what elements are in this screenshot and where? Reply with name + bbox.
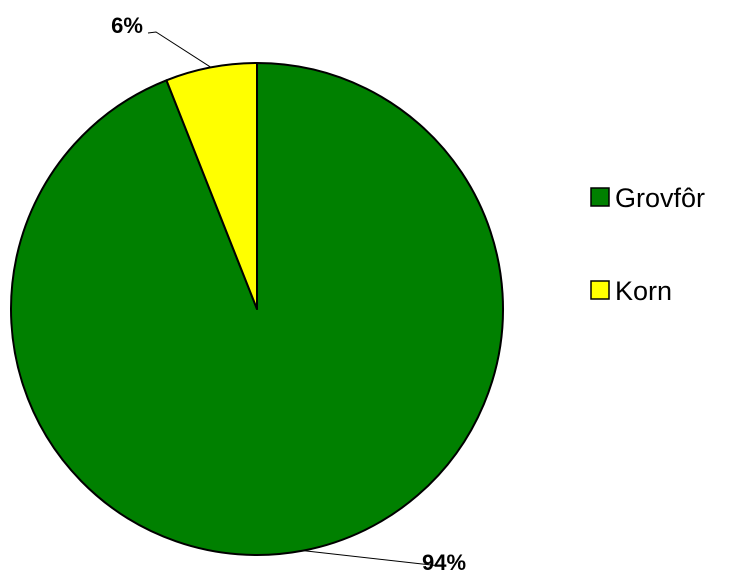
leader-lines	[147, 31, 441, 567]
legend-label: Grovfôr	[615, 183, 705, 213]
legend-label: Korn	[615, 276, 672, 306]
data-label-grovf-r: 94%	[422, 550, 466, 575]
pie-slices	[10, 62, 504, 556]
legend-entry-grovf-r: Grovfôr	[590, 183, 705, 213]
legend-swatch	[590, 280, 610, 300]
data-labels: 94% 6%	[111, 13, 466, 575]
data-label-korn: 6%	[111, 13, 143, 38]
leader-line-korn	[147, 31, 212, 68]
legend-swatch	[590, 187, 610, 207]
legend-entry-korn: Korn	[590, 276, 672, 306]
leader-line-grovf-r	[303, 550, 441, 567]
legend: Grovfôr Korn	[590, 183, 705, 306]
